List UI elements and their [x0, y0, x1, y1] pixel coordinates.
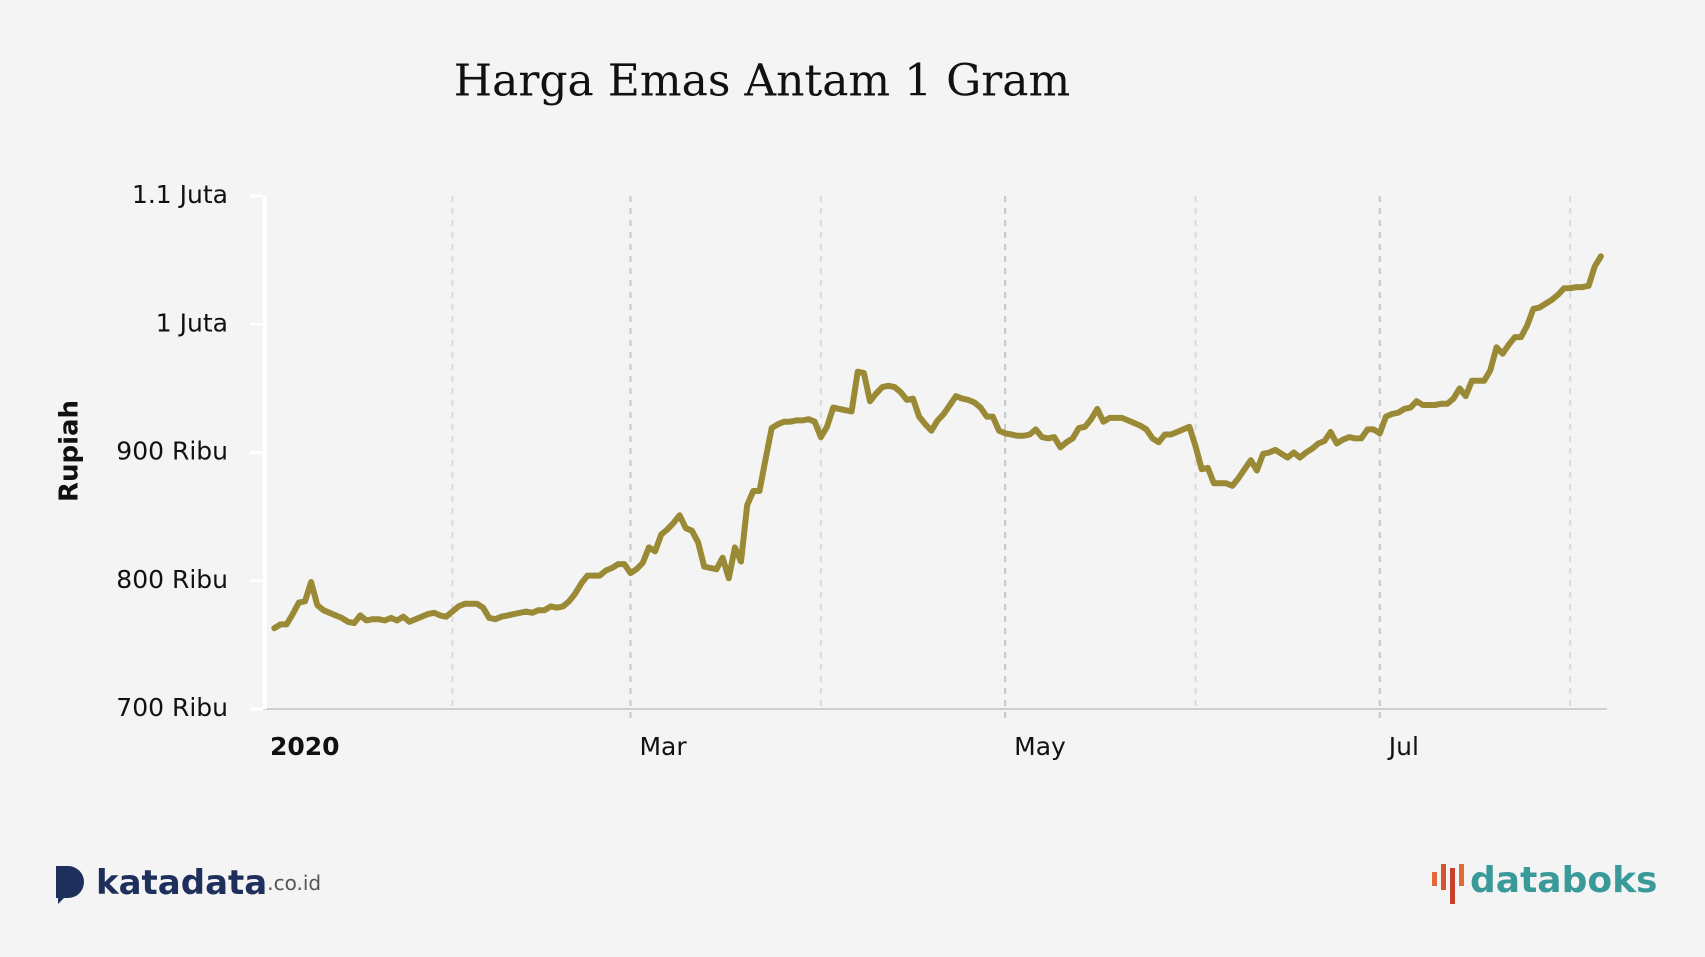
y-tick-label: 1 Juta [156, 308, 228, 337]
y-tick-label: 700 Ribu [116, 693, 228, 722]
logo-icon [56, 866, 84, 904]
y-axis-label: Rupiah [55, 400, 85, 502]
logo-bar [1459, 864, 1464, 886]
chart-title: Harga Emas Antam 1 Gram [454, 56, 1071, 107]
logo-text: katadata.co.id [96, 863, 321, 903]
logo-bar [1441, 864, 1446, 890]
x-tick-label: Mar [639, 732, 687, 761]
x-tick-label: May [1014, 732, 1066, 761]
x-tick-label: 2020 [270, 732, 340, 761]
logo-text: databoks [1470, 860, 1657, 901]
y-tick-label: 900 Ribu [116, 437, 228, 466]
logo-main: katadata [96, 863, 267, 903]
y-tick-label: 1.1 Juta [132, 180, 228, 209]
katadata-logo: katadata.co.id [56, 863, 321, 904]
databoks-logo: databoks [1432, 860, 1657, 904]
logo-bar [1450, 868, 1455, 904]
y-tick-label: 800 Ribu [116, 565, 228, 594]
logo-suffix: .co.id [267, 871, 321, 895]
series-line [271, 253, 1604, 632]
logo-bar [1432, 872, 1437, 886]
x-tick-label: Jul [1387, 732, 1419, 761]
